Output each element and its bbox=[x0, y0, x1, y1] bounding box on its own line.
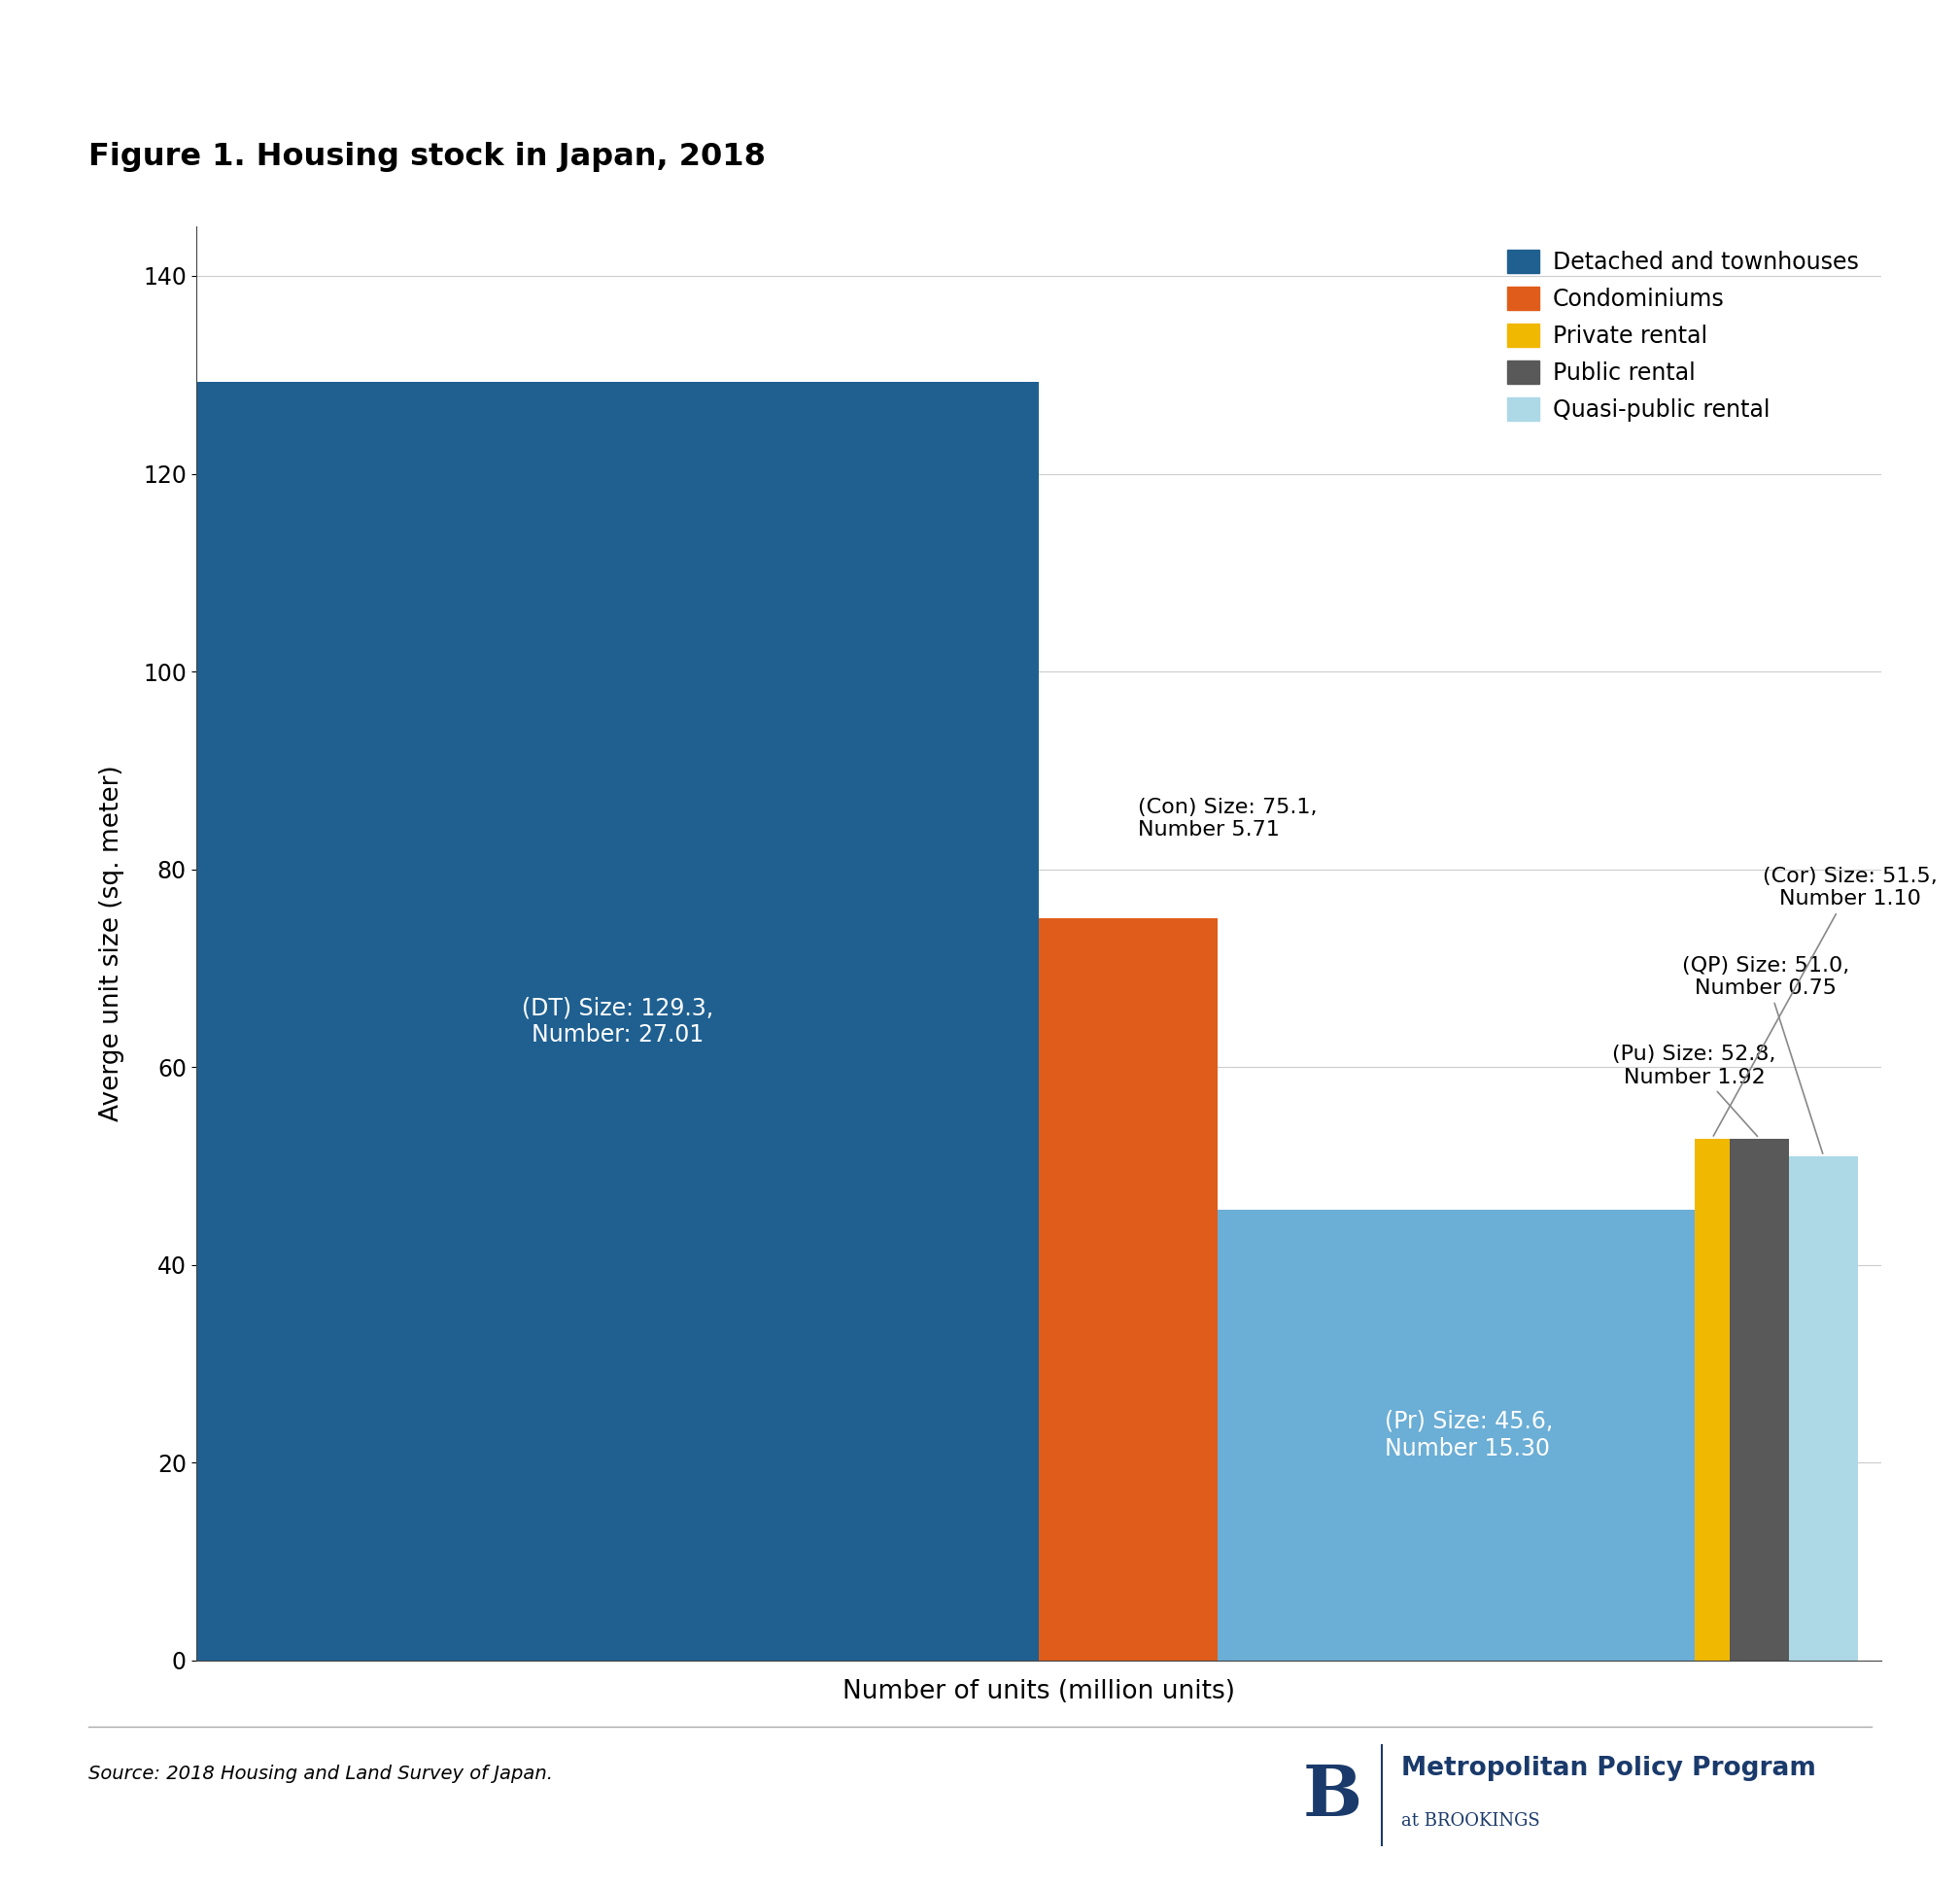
Legend: Detached and townhouses, Condominiums, Private rental, Public rental, Quasi-publ: Detached and townhouses, Condominiums, P… bbox=[1495, 238, 1870, 434]
Text: (Pu) Size: 52.8,
Number 1.92: (Pu) Size: 52.8, Number 1.92 bbox=[1613, 1045, 1776, 1136]
Bar bbox=[1217, 1210, 1695, 1661]
Text: (QP) Size: 51.0,
Number 0.75: (QP) Size: 51.0, Number 0.75 bbox=[1682, 957, 1850, 1153]
Text: (DT) Size: 129.3,
Number: 27.01: (DT) Size: 129.3, Number: 27.01 bbox=[521, 996, 713, 1045]
Bar bbox=[1039, 917, 1217, 1661]
Text: at BROOKINGS: at BROOKINGS bbox=[1401, 1812, 1541, 1830]
Bar bbox=[1695, 1138, 1729, 1661]
Text: Metropolitan Policy Program: Metropolitan Policy Program bbox=[1401, 1755, 1817, 1781]
Text: B: B bbox=[1303, 1762, 1362, 1830]
Text: Source: 2018 Housing and Land Survey of Japan.: Source: 2018 Housing and Land Survey of … bbox=[88, 1764, 553, 1783]
Text: Figure 1. Housing stock in Japan, 2018: Figure 1. Housing stock in Japan, 2018 bbox=[88, 142, 766, 172]
Text: (Con) Size: 75.1,
Number 5.71: (Con) Size: 75.1, Number 5.71 bbox=[1137, 798, 1317, 840]
Y-axis label: Averge unit size (sq. meter): Averge unit size (sq. meter) bbox=[98, 766, 123, 1121]
Bar bbox=[1789, 1157, 1858, 1661]
Bar bbox=[196, 381, 1039, 1661]
Bar bbox=[1729, 1138, 1789, 1661]
X-axis label: Number of units (million units): Number of units (million units) bbox=[843, 1679, 1235, 1704]
Text: (Cor) Size: 51.5,
Number 1.10: (Cor) Size: 51.5, Number 1.10 bbox=[1713, 866, 1938, 1136]
Text: (Pr) Size: 45.6,
Number 15.30: (Pr) Size: 45.6, Number 15.30 bbox=[1384, 1410, 1552, 1461]
